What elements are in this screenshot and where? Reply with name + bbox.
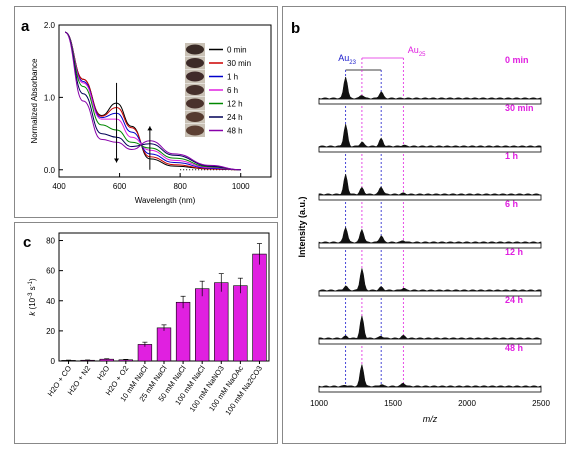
y-axis-label: Normalized Absorbance — [30, 58, 39, 143]
y-axis-exponent2: -1 — [28, 280, 34, 286]
au25-label: Au25 — [408, 45, 426, 58]
x-axis-label: m/z — [423, 414, 438, 424]
x-tick-label: H2O — [95, 364, 111, 382]
vial-photo — [186, 71, 204, 82]
bar — [252, 253, 267, 362]
bar — [214, 282, 229, 362]
mass-spectrum-trace — [318, 315, 542, 340]
y-axis-unit2: s — [28, 286, 37, 292]
mass-spectrum-trace — [318, 364, 542, 388]
series-line — [64, 31, 241, 171]
trace-time-label: 12 h — [505, 247, 523, 257]
panel-letter-a: a — [21, 18, 30, 35]
trace-axis-bar — [318, 386, 542, 393]
legend-label: 30 min — [227, 59, 251, 68]
au25-subscript: 25 — [419, 52, 426, 58]
x-tick-label: 1500 — [384, 399, 402, 408]
vial-photo — [186, 98, 204, 109]
y-axis-units: (10 — [28, 297, 37, 309]
bar — [137, 344, 153, 362]
vial-photo — [186, 58, 204, 68]
mass-spectrum-trace — [318, 123, 542, 148]
y-axis-label: k (10-3 s-1) — [28, 278, 37, 316]
trace-time-label: 0 min — [505, 55, 529, 65]
mass-spectrum-trace — [318, 226, 542, 244]
mass-spectrum-trace — [318, 173, 542, 196]
panel-c: c 0 20 40 60 80 k (10-3 s-1) H2O + CO H2O + N2 H2… — [14, 222, 278, 444]
series-line — [64, 31, 241, 171]
trace-time-label: 6 h — [505, 199, 518, 209]
mass-spec-chart: b Au23 Au25 0 min 30 min 1 h 6 h 12 h 24 h 48 h 10… — [291, 20, 550, 424]
vial-photo — [186, 112, 204, 122]
y-tick-label: 40 — [46, 297, 55, 306]
legend-label: 1 h — [227, 73, 238, 82]
y-axis-label: Intensity (a.u.) — [297, 196, 307, 257]
plot-frame — [58, 24, 272, 178]
y-tick-label: 1.0 — [44, 93, 56, 102]
bar — [175, 301, 191, 362]
legend-label: 6 h — [227, 86, 238, 95]
series-line — [64, 31, 241, 171]
x-tick-label: 2500 — [532, 399, 550, 408]
y-axis-exponent: -3 — [28, 292, 34, 298]
y-tick-label: 0.0 — [44, 166, 56, 175]
panel-letter-c: c — [23, 234, 31, 251]
au23-subscript: 23 — [349, 60, 356, 66]
panel-b: b Au23 Au25 0 min 30 min 1 h 6 h 12 h 24 h 48 h 10… — [282, 6, 566, 444]
series-line — [64, 31, 241, 171]
x-tick-label: 1000 — [310, 399, 328, 408]
y-axis-symbol: k — [28, 309, 37, 315]
bar — [195, 288, 210, 362]
y-tick-label: 20 — [46, 327, 55, 336]
mass-spectrum-trace — [318, 76, 542, 100]
vial-photo — [186, 85, 204, 95]
series-line — [64, 31, 241, 171]
down-arrow-head — [114, 158, 120, 163]
y-tick-label: 0 — [51, 357, 56, 366]
x-tick-label: 400 — [52, 182, 66, 191]
bar — [233, 285, 248, 362]
legend-label: 24 h — [227, 113, 243, 122]
au23-label: Au23 — [338, 53, 356, 66]
bar — [156, 327, 172, 362]
x-tick-label: 2000 — [458, 399, 476, 408]
vial-photo — [186, 125, 204, 136]
trace-time-label: 1 h — [505, 151, 518, 161]
x-tick-label: 800 — [173, 182, 187, 191]
mass-spectrum-trace — [318, 268, 542, 292]
legend-label: 48 h — [227, 127, 243, 136]
x-axis-label: Wavelength (nm) — [135, 196, 196, 205]
vial-photo — [186, 44, 204, 55]
trace-time-label: 24 h — [505, 295, 523, 305]
trace-time-label: 48 h — [505, 343, 523, 353]
panel-letter-b: b — [291, 20, 300, 37]
y-tick-label: 80 — [46, 237, 55, 246]
x-tick-label: 1000 — [232, 182, 250, 191]
uv-vis-chart: a 400 600 800 1000 0.0 1.0 2.0 Wavelength (nm) No… — [21, 18, 272, 205]
series-line — [64, 31, 241, 171]
y-axis-close: ) — [28, 278, 37, 281]
x-tick-label: 600 — [113, 182, 127, 191]
legend-label: 12 h — [227, 100, 243, 109]
panel-a: a 400 600 800 1000 0.0 1.0 2.0 Wavelength (nm) No… — [14, 6, 278, 218]
y-tick-label: 2.0 — [44, 21, 56, 30]
legend-label: 0 min — [227, 46, 247, 55]
trace-time-label: 30 min — [505, 103, 534, 113]
up-arrow-head — [147, 126, 153, 131]
y-tick-label: 60 — [46, 267, 55, 276]
